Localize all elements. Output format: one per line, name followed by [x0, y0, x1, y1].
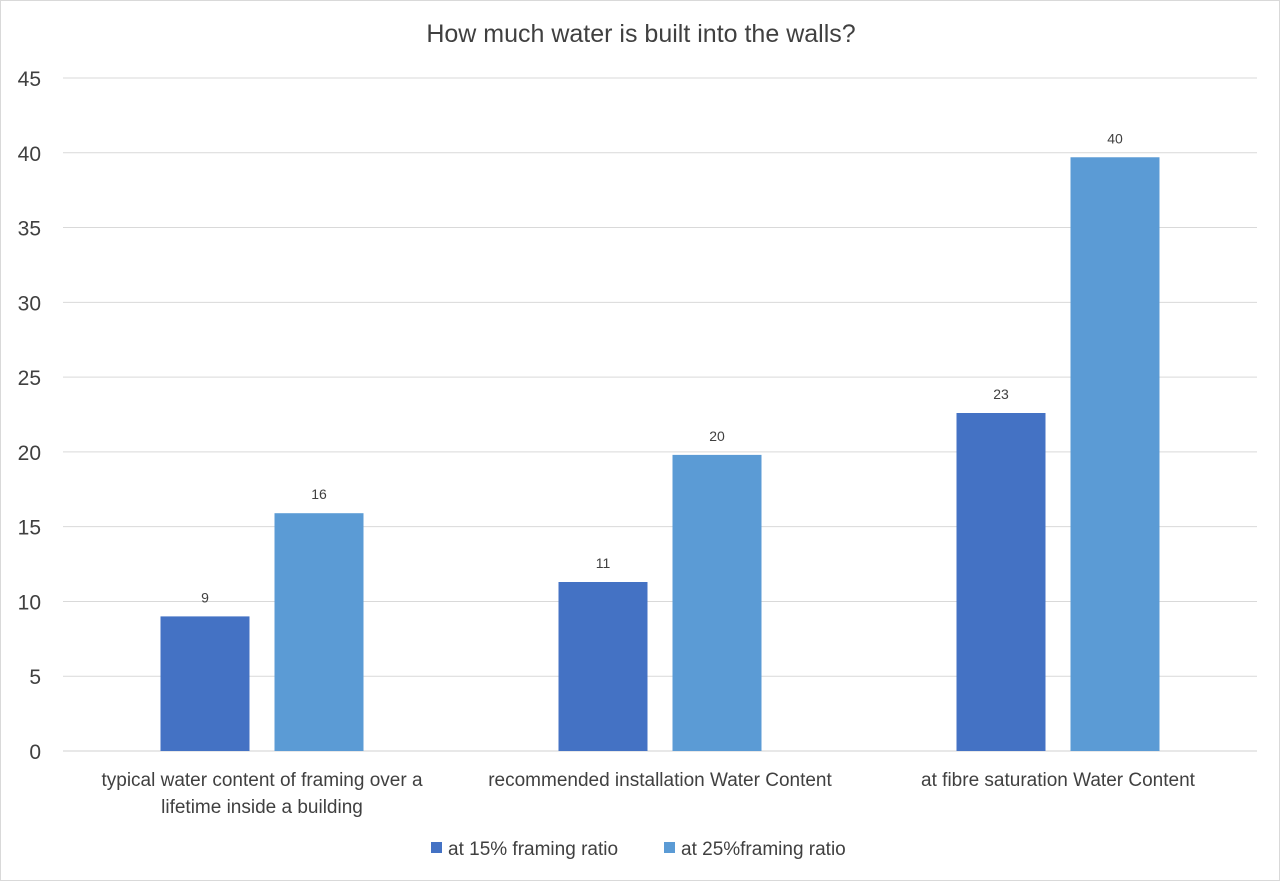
bars — [160, 157, 1160, 751]
legend-label-series2: at 25%framing ratio — [681, 839, 846, 860]
y-tick-label: 5 — [29, 666, 41, 689]
bar-series2-category2 — [672, 454, 762, 751]
y-tick-label: 30 — [18, 292, 41, 315]
x-category-label: lifetime inside a building — [161, 797, 363, 818]
bar-series2-category1 — [274, 513, 364, 751]
data-label: 16 — [311, 486, 327, 502]
legend-label-series1: at 15% framing ratio — [448, 839, 618, 860]
x-category-label: typical water content of framing over a — [101, 770, 422, 791]
y-tick-label: 40 — [18, 143, 41, 166]
chart-title: How much water is built into the walls? — [426, 20, 855, 48]
data-label: 20 — [709, 428, 725, 444]
legend: at 15% framing ratio at 25%framing ratio — [431, 839, 846, 860]
y-axis-ticks: 0 5 10 15 20 25 30 35 40 45 — [18, 68, 41, 764]
bar-series2-category3 — [1070, 157, 1160, 751]
bar-series1-category2 — [558, 582, 648, 751]
y-tick-label: 20 — [18, 442, 41, 465]
legend-swatch-series2 — [664, 842, 675, 853]
data-label: 40 — [1107, 130, 1123, 146]
x-category-label: recommended installation Water Content — [488, 770, 832, 791]
data-label: 9 — [201, 589, 209, 605]
gridlines — [63, 77, 1257, 752]
y-tick-label: 25 — [18, 367, 41, 390]
category-labels: typical water content of framing over a l… — [101, 770, 1195, 818]
x-category-label: at fibre saturation Water Content — [921, 770, 1196, 791]
y-tick-label: 45 — [18, 68, 41, 91]
data-label: 23 — [993, 386, 1009, 402]
y-tick-label: 0 — [29, 741, 41, 764]
bar-series1-category1 — [160, 616, 250, 751]
legend-swatch-series1 — [431, 842, 442, 853]
data-labels: 9 16 11 20 23 40 — [201, 130, 1123, 605]
y-tick-label: 15 — [18, 517, 41, 540]
y-tick-label: 10 — [18, 591, 41, 614]
bar-series1-category3 — [956, 413, 1046, 751]
data-label: 11 — [596, 555, 611, 571]
y-tick-label: 35 — [18, 218, 41, 241]
